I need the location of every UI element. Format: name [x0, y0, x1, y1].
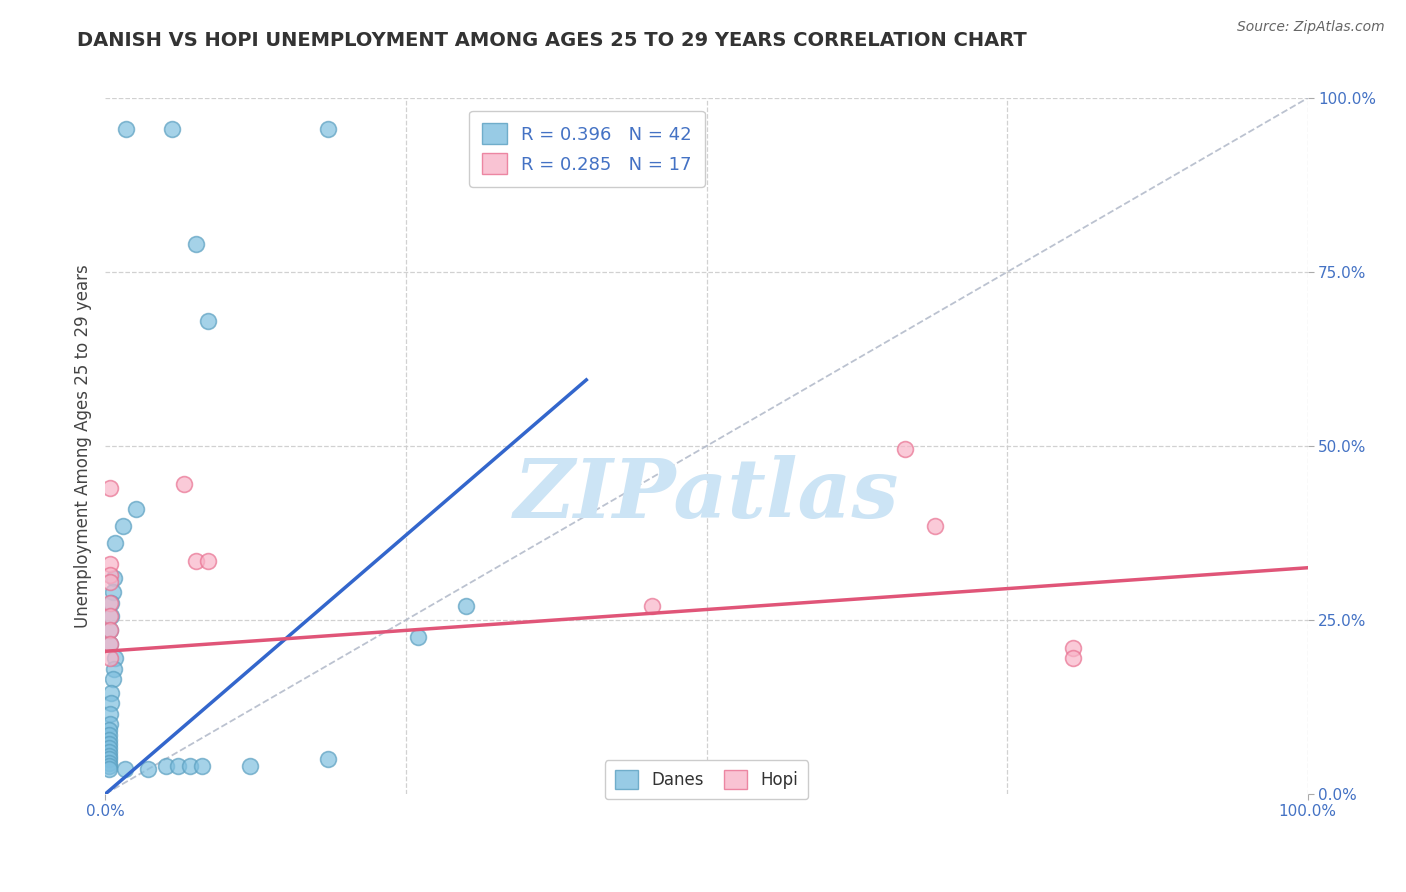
Point — [115, 122, 138, 136]
Point — [104, 651, 127, 665]
Point — [114, 762, 136, 776]
Point — [98, 567, 121, 582]
Point — [316, 122, 339, 136]
Point — [98, 752, 121, 766]
Point — [101, 585, 124, 599]
Point — [173, 477, 195, 491]
Point — [98, 717, 121, 731]
Point — [98, 745, 121, 759]
Point — [136, 762, 159, 776]
Point — [155, 759, 177, 773]
Point — [98, 624, 121, 638]
Point — [184, 554, 207, 568]
Point — [1062, 651, 1084, 665]
Point — [166, 759, 188, 773]
Text: Source: ZipAtlas.com: Source: ZipAtlas.com — [1237, 20, 1385, 34]
Point — [316, 752, 339, 766]
Point — [179, 759, 201, 773]
Point — [197, 314, 219, 328]
Point — [98, 759, 121, 773]
Point — [894, 442, 917, 457]
Point — [98, 737, 121, 751]
Point — [100, 609, 122, 624]
Point — [190, 759, 212, 773]
Point — [98, 596, 121, 610]
Point — [406, 630, 429, 644]
Point — [103, 571, 125, 585]
Point — [101, 672, 124, 686]
Point — [184, 237, 207, 252]
Legend: Danes, Hopi: Danes, Hopi — [605, 760, 808, 799]
Point — [98, 574, 121, 589]
Point — [100, 596, 122, 610]
Point — [112, 519, 135, 533]
Point — [98, 637, 121, 651]
Point — [98, 637, 121, 651]
Point — [98, 651, 121, 665]
Point — [98, 732, 121, 747]
Point — [98, 748, 121, 763]
Point — [197, 554, 219, 568]
Point — [924, 519, 946, 533]
Text: DANISH VS HOPI UNEMPLOYMENT AMONG AGES 25 TO 29 YEARS CORRELATION CHART: DANISH VS HOPI UNEMPLOYMENT AMONG AGES 2… — [77, 31, 1026, 50]
Point — [239, 759, 262, 773]
Point — [98, 741, 121, 756]
Point — [98, 723, 121, 737]
Point — [103, 662, 125, 676]
Point — [454, 599, 477, 613]
Point — [98, 609, 121, 624]
Point — [98, 762, 121, 776]
Y-axis label: Unemployment Among Ages 25 to 29 years: Unemployment Among Ages 25 to 29 years — [73, 264, 91, 628]
Point — [98, 706, 121, 721]
Point — [98, 756, 121, 770]
Point — [98, 728, 121, 742]
Text: ZIPatlas: ZIPatlas — [513, 455, 900, 534]
Point — [100, 686, 122, 700]
Point — [104, 536, 127, 550]
Point — [98, 481, 121, 495]
Point — [100, 697, 122, 711]
Point — [98, 624, 121, 638]
Point — [641, 599, 664, 613]
Point — [124, 501, 146, 516]
Point — [1062, 640, 1084, 655]
Point — [160, 122, 183, 136]
Point — [98, 558, 121, 572]
